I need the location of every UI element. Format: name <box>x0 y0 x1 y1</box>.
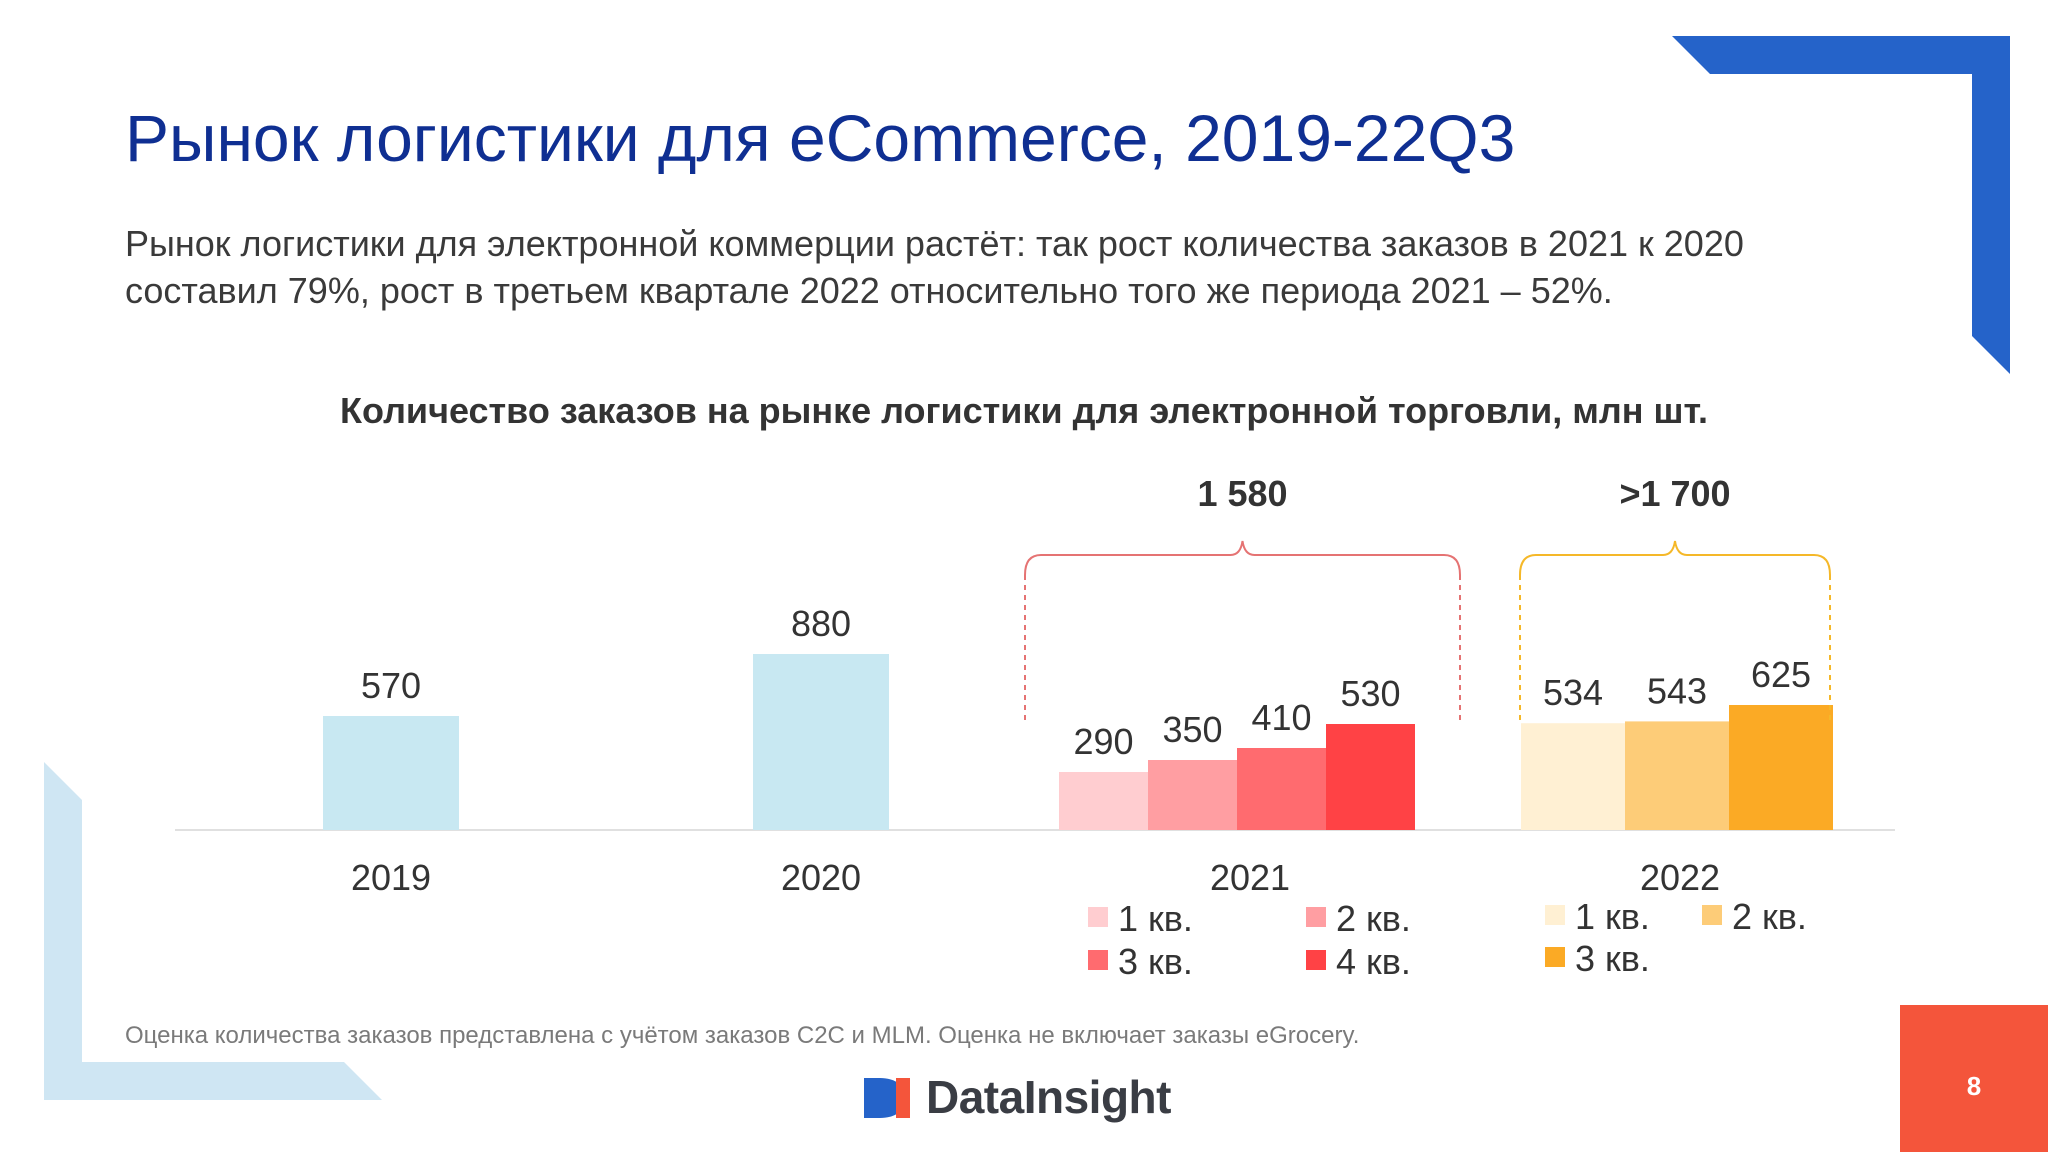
legend-swatch-2022-3 <box>1545 947 1565 967</box>
legend-label-2021-1: 1 кв. <box>1118 898 1193 939</box>
data-label-2021-1: 290 <box>1073 721 1133 762</box>
category-label-2020: 2020 <box>781 857 861 898</box>
bracket-2021 <box>1024 540 1461 576</box>
legend-swatch-2021-2 <box>1306 907 1326 927</box>
bar-chart: 570 2019 880 2020 290 350 410 530 2021 1 580 1 кв.… <box>175 473 1895 982</box>
bar-2019-1 <box>323 716 459 830</box>
data-label-2021-2: 350 <box>1162 709 1222 750</box>
data-label-2020-1: 880 <box>791 603 851 644</box>
legend-swatch-2022-2 <box>1702 905 1722 925</box>
page-subtitle: Рынок логистики для электронной коммерци… <box>125 223 1744 311</box>
legend-label-2022-2: 2 кв. <box>1732 896 1807 937</box>
total-label-2021: 1 580 <box>1197 473 1287 514</box>
legend-swatch-2022-1 <box>1545 905 1565 925</box>
bar-2021-3 <box>1237 748 1326 830</box>
legend-label-2021-2: 2 кв. <box>1336 898 1411 939</box>
legend-swatch-2021-1 <box>1088 907 1108 927</box>
bar-2021-2 <box>1148 760 1237 830</box>
chart-title: Количество заказов на рынке логистики дл… <box>340 390 1708 431</box>
data-label-2022-3: 625 <box>1751 654 1811 695</box>
category-label-2021: 2021 <box>1210 857 1290 898</box>
data-label-2022-1: 534 <box>1543 672 1603 713</box>
bar-2022-3 <box>1729 705 1833 830</box>
category-label-2022: 2022 <box>1640 857 1720 898</box>
page-number: 8 <box>1966 1071 1982 1101</box>
legend-label-2021-4: 4 кв. <box>1336 941 1411 982</box>
category-label-2019: 2019 <box>351 857 431 898</box>
bar-2021-4 <box>1326 724 1415 830</box>
footnote: Оценка количества заказов представлена с… <box>125 1022 1360 1049</box>
legend-label-2022-3: 3 кв. <box>1575 938 1650 979</box>
page-number-badge: 8 <box>1900 1005 2048 1152</box>
bracket-2022 <box>1519 540 1831 576</box>
bar-2021-1 <box>1059 772 1148 830</box>
legend-label-2022-1: 1 кв. <box>1575 896 1650 937</box>
data-label-2022-2: 543 <box>1647 670 1707 711</box>
page-title: Рынок логистики для eCommerce, 2019-22Q3 <box>125 101 1516 175</box>
data-label-2021-3: 410 <box>1251 697 1311 738</box>
bar-2022-1 <box>1521 723 1625 830</box>
data-label-2019-1: 570 <box>361 665 421 706</box>
logo-text: DataInsight <box>926 1071 1171 1123</box>
legend-swatch-2021-3 <box>1088 950 1108 970</box>
legend-swatch-2021-4 <box>1306 950 1326 970</box>
data-label-2021-4: 530 <box>1340 673 1400 714</box>
bar-2020-1 <box>753 654 889 830</box>
total-label-2022: >1 700 <box>1619 473 1730 514</box>
datainsight-logo-icon <box>864 1078 910 1118</box>
bar-2022-2 <box>1625 721 1729 830</box>
legend-label-2021-3: 3 кв. <box>1118 941 1193 982</box>
